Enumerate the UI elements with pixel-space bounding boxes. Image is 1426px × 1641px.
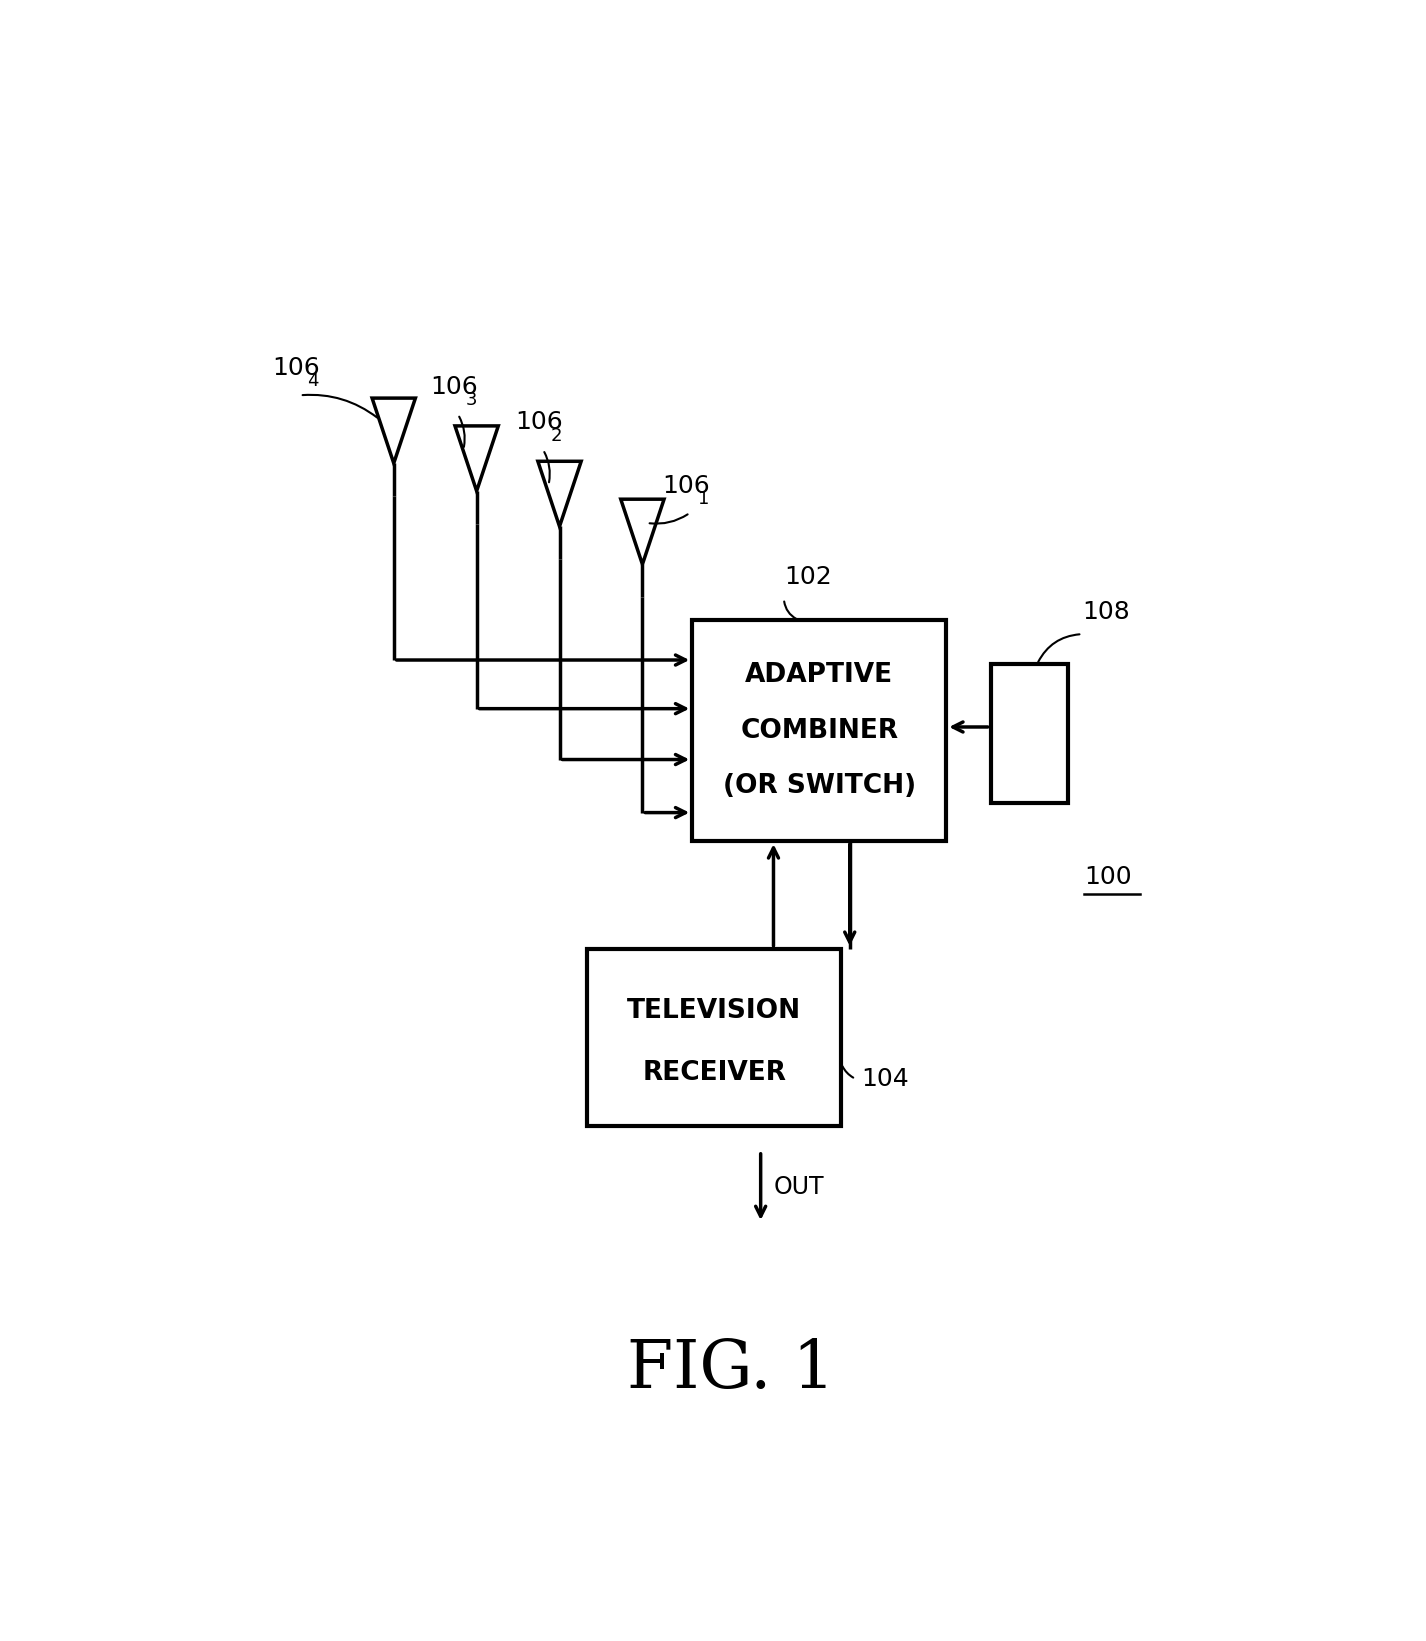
Text: 3: 3 [465, 391, 478, 409]
Text: 100: 100 [1084, 865, 1132, 889]
Text: (OR SWITCH): (OR SWITCH) [723, 773, 915, 799]
Text: RECEIVER: RECEIVER [642, 1060, 786, 1086]
Text: 106: 106 [272, 356, 319, 381]
Text: OUT: OUT [774, 1175, 824, 1200]
Text: 102: 102 [784, 565, 831, 589]
Text: 4: 4 [308, 373, 319, 391]
Text: FIG. 1: FIG. 1 [627, 1337, 834, 1401]
Bar [991, 665, 1068, 804]
Bar [692, 620, 947, 842]
Text: 1: 1 [697, 489, 709, 507]
Text: COMBINER: COMBINER [740, 717, 898, 743]
Text: ADAPTIVE: ADAPTIVE [746, 663, 893, 689]
Text: 106: 106 [431, 376, 478, 399]
Text: 108: 108 [1082, 601, 1129, 624]
Text: TELEVISION: TELEVISION [627, 998, 801, 1024]
Text: 2: 2 [550, 427, 562, 445]
Bar [588, 948, 841, 1126]
Text: 104: 104 [861, 1067, 908, 1091]
Text: 106: 106 [515, 410, 563, 435]
Text: 106: 106 [662, 474, 710, 497]
